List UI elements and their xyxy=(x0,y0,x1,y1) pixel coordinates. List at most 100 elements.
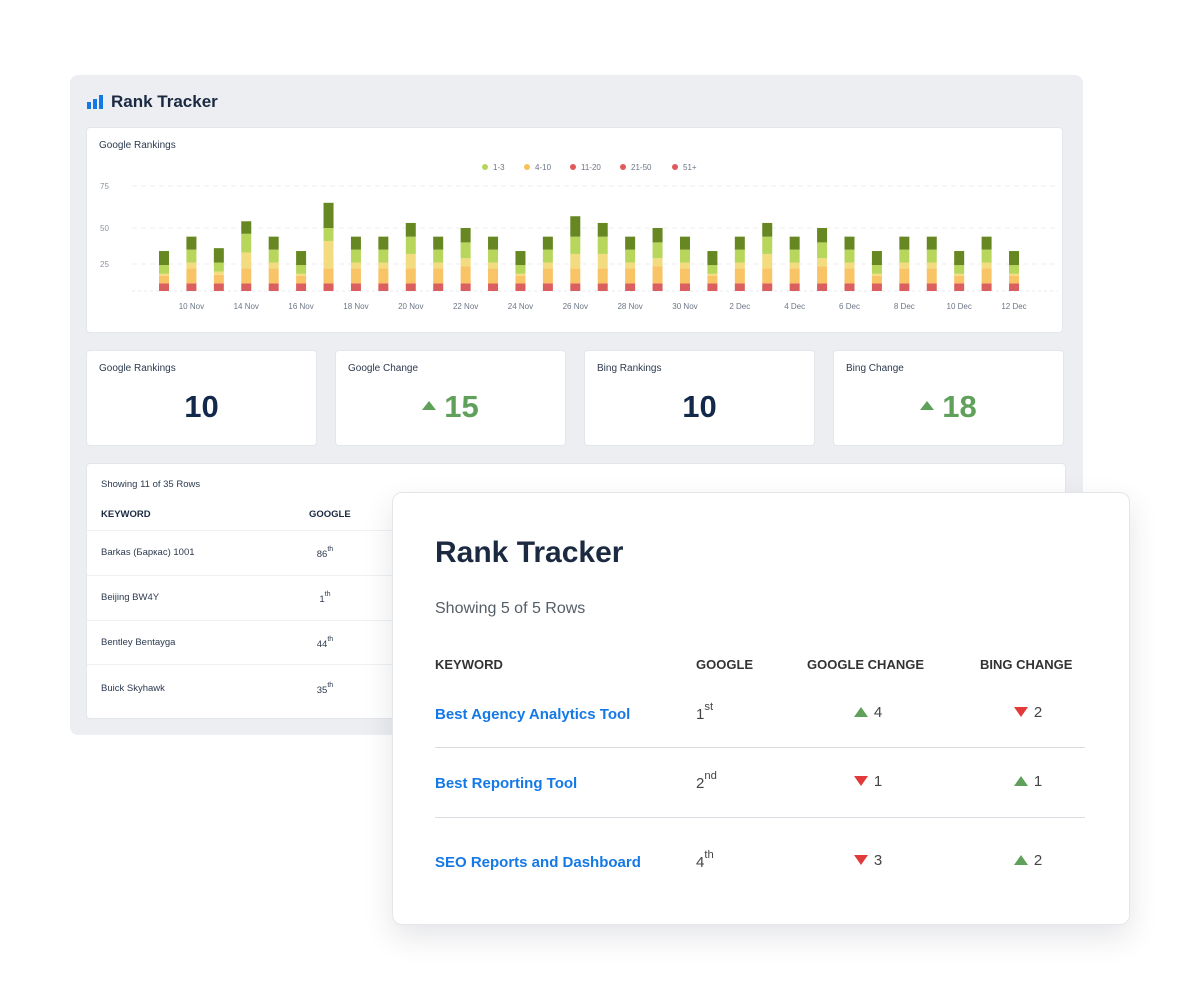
column-header-bing-change: BING CHANGE xyxy=(980,657,1073,672)
google-rank-cell: 86th xyxy=(316,544,334,561)
x-tick-label: 6 Dec xyxy=(839,302,860,311)
bar-segment xyxy=(186,268,197,284)
google-change-cell: 1 xyxy=(808,773,928,790)
bar-segment xyxy=(652,228,663,243)
y-tick-label: 50 xyxy=(100,224,109,233)
bar-segment xyxy=(323,228,334,241)
bar-segment xyxy=(1009,251,1020,266)
bar-segment xyxy=(871,251,882,266)
bar-segment xyxy=(707,275,718,284)
bar-segment xyxy=(488,249,499,263)
bar-segment xyxy=(241,283,252,291)
x-tick-label: 18 Nov xyxy=(343,302,368,311)
bar-segment xyxy=(871,275,882,284)
trend-down-icon xyxy=(853,776,868,786)
legend-dot xyxy=(620,164,626,170)
bar-segment xyxy=(186,236,197,250)
bar-segment xyxy=(350,236,361,250)
stat-value: 10 xyxy=(682,389,717,424)
x-tick-label: 14 Nov xyxy=(234,302,259,311)
bar-segment xyxy=(954,273,965,276)
trend-down-icon xyxy=(1013,707,1028,717)
row-divider xyxy=(87,530,397,531)
trend-up-icon xyxy=(853,707,868,717)
legend-dot xyxy=(672,164,678,170)
bar-segment xyxy=(789,236,800,250)
legend-label: 4-10 xyxy=(535,163,552,172)
bar-segment xyxy=(734,249,745,263)
x-tick-label: 10 Nov xyxy=(179,302,204,311)
bar-segment xyxy=(542,236,553,250)
stat-bing-change: Bing Change 18 xyxy=(833,350,1064,446)
rank-tracker-widget xyxy=(392,492,1130,925)
bar-segment xyxy=(625,268,636,284)
bar-segment xyxy=(899,283,910,291)
bar-segment xyxy=(515,273,526,276)
bar-segment xyxy=(405,222,416,237)
bar-segment xyxy=(981,283,992,291)
keyword-link[interactable]: Best Reporting Tool xyxy=(435,775,578,792)
bar-segment xyxy=(296,273,307,276)
bar-segment xyxy=(679,268,690,284)
bar-segment xyxy=(241,221,252,234)
bar-segment xyxy=(350,283,361,291)
rows-count: Showing 11 of 35 Rows xyxy=(101,479,201,490)
google-rankings-chart: 25 50 75 1-3 4-10 11-20 21-50 51+ 10 Nov 14 Nov 16… xyxy=(100,163,1057,311)
bar-segment xyxy=(488,236,499,250)
bar-segment xyxy=(268,249,279,263)
bar-segment xyxy=(570,253,581,269)
bar-segment xyxy=(926,236,937,250)
bar-segment xyxy=(817,242,828,259)
bar-segment xyxy=(625,236,636,250)
bar-segment xyxy=(213,274,224,284)
google-rankings-chart-card: 25 50 75 1-3 4-10 11-20 21-50 51+ 10 Nov 14 Nov 16… xyxy=(86,127,1063,333)
bar-segment xyxy=(241,252,252,269)
x-tick-label: 20 Nov xyxy=(398,302,423,311)
bar-segment xyxy=(378,236,389,250)
column-header-keyword: KEYWORD xyxy=(435,657,503,672)
row-divider xyxy=(435,817,1085,818)
bar-segment xyxy=(296,275,307,284)
bar-segment xyxy=(488,268,499,284)
page-title: Rank Tracker xyxy=(111,92,218,111)
bar-segment xyxy=(542,262,553,269)
column-header-google: GOOGLE xyxy=(309,509,351,520)
bar-segment xyxy=(679,262,690,269)
stat-value: 15 xyxy=(336,389,565,425)
keyword-cell: Beijing BW4Y xyxy=(101,592,160,603)
bar-segment xyxy=(954,251,965,266)
x-tick-label: 24 Nov xyxy=(508,302,533,311)
keyword-cell: Buick Skyhawk xyxy=(101,683,165,694)
legend-dot xyxy=(570,164,576,170)
google-rank-cell: 1th xyxy=(319,589,331,606)
stat-number: 15 xyxy=(444,389,479,424)
keyword-link[interactable]: Best Agency Analytics Tool xyxy=(435,706,631,723)
trend-down-icon xyxy=(853,855,868,865)
bar-segment xyxy=(433,236,444,250)
column-header-keyword: KEYWORD xyxy=(101,509,151,520)
y-tick-label: 75 xyxy=(100,182,109,191)
bar-segment xyxy=(625,283,636,291)
trend-up-icon xyxy=(920,401,935,411)
bar-segment xyxy=(323,202,334,228)
bar-segment xyxy=(433,249,444,263)
bar-segment xyxy=(981,268,992,284)
bar-segment xyxy=(707,265,718,274)
bar-segment xyxy=(762,236,773,254)
keyword-link[interactable]: SEO Reports and Dashboard xyxy=(435,854,641,871)
bar-segment xyxy=(268,268,279,284)
stat-number: 18 xyxy=(942,389,977,424)
bar-segment xyxy=(296,251,307,266)
bar-segment xyxy=(1009,275,1020,284)
bar-segment xyxy=(213,283,224,291)
x-tick-label: 12 Dec xyxy=(1001,302,1026,311)
bar-segment xyxy=(926,283,937,291)
bar-segment xyxy=(515,283,526,291)
trend-up-icon xyxy=(1013,855,1028,865)
x-tick-label: 16 Nov xyxy=(288,302,313,311)
stat-value: 10 xyxy=(184,389,219,424)
bar-segment xyxy=(159,275,169,284)
bar-segment xyxy=(186,262,197,269)
bar-segment xyxy=(159,283,169,291)
stat-value: 18 xyxy=(834,389,1063,425)
